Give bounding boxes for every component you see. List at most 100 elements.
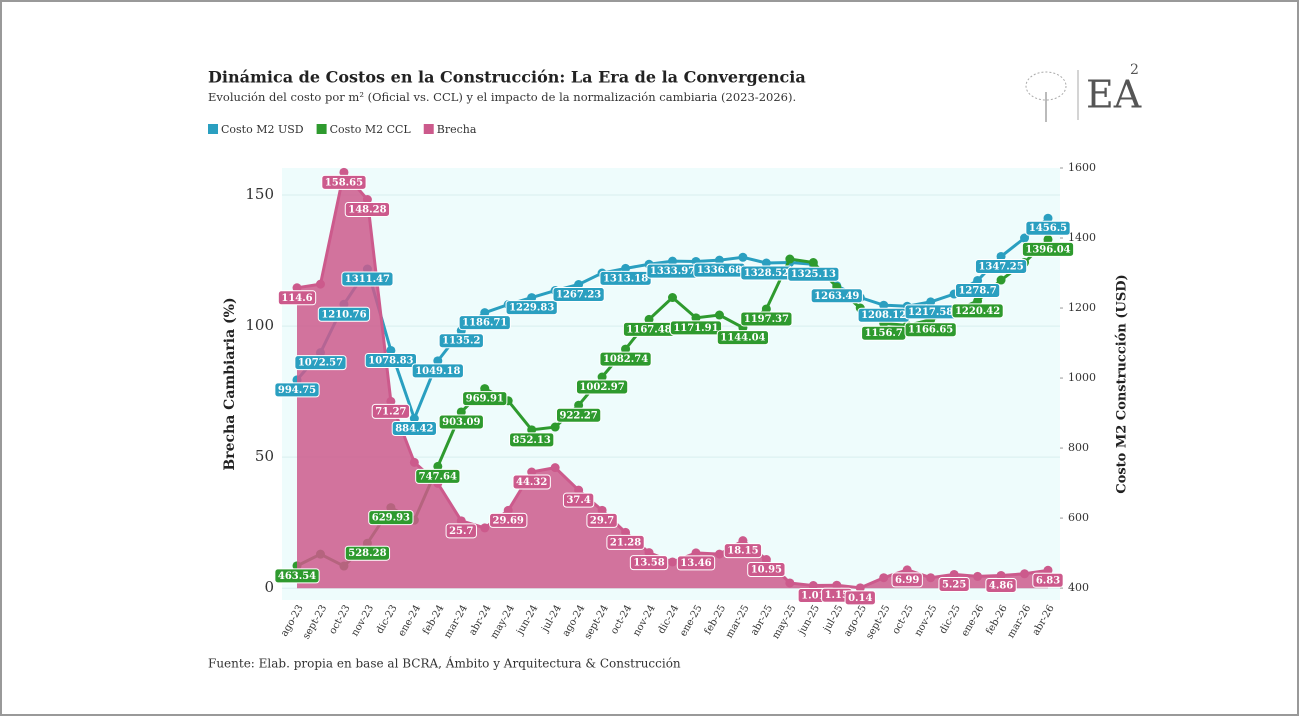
point xyxy=(832,580,842,590)
point xyxy=(926,573,936,583)
value-label: 1220.42 xyxy=(955,306,1000,317)
point xyxy=(292,283,302,293)
value-label: 1156.7 xyxy=(865,328,903,339)
point xyxy=(574,279,584,289)
point xyxy=(409,457,419,467)
logo-sup: 2 xyxy=(1130,62,1139,78)
value-label: 1396.04 xyxy=(1025,244,1070,255)
y-axis-title: Brecha Cambiaria (%) xyxy=(222,297,238,470)
value-label: 71.27 xyxy=(375,406,406,417)
value-label-bg xyxy=(716,330,770,346)
value-label-bg xyxy=(415,468,461,484)
value-label: 1267.23 xyxy=(556,289,601,300)
value-label-bg xyxy=(462,391,508,407)
legend-swatch xyxy=(316,124,327,134)
value-label-bg xyxy=(294,355,347,371)
point xyxy=(808,258,818,268)
value-label: 1217.58 xyxy=(908,307,953,318)
point xyxy=(996,275,1006,285)
point xyxy=(785,578,795,588)
point xyxy=(973,296,983,306)
point xyxy=(761,304,771,314)
value-label: 6.83 xyxy=(1036,575,1060,586)
point xyxy=(339,167,349,177)
point xyxy=(855,583,865,593)
point xyxy=(902,565,912,575)
value-label: 1082.74 xyxy=(603,354,648,365)
value-label: 29.69 xyxy=(493,515,524,526)
value-label: 0.14 xyxy=(848,593,872,604)
value-label-bg xyxy=(810,288,863,304)
point xyxy=(574,400,584,410)
point xyxy=(761,555,771,564)
value-label: 969.91 xyxy=(466,394,504,405)
value-label: 114.6 xyxy=(281,293,312,304)
value-label: 1229.83 xyxy=(509,303,554,314)
value-label-bg xyxy=(1021,241,1075,257)
point xyxy=(1020,233,1030,243)
legend-swatch xyxy=(423,124,434,134)
value-label-bg xyxy=(411,363,464,379)
y2-tick-label: 1000 xyxy=(1068,371,1096,384)
point xyxy=(996,570,1006,580)
point xyxy=(315,279,325,289)
value-label-bg xyxy=(371,403,411,419)
y-tick-label: 50 xyxy=(255,447,274,465)
value-label: 1278.7 xyxy=(958,285,996,296)
y-tick-label: 100 xyxy=(245,316,274,334)
point xyxy=(785,254,795,264)
point xyxy=(644,548,654,558)
y-tick-label: 150 xyxy=(245,185,274,203)
point xyxy=(668,256,677,266)
value-label: 1167.48 xyxy=(626,324,671,335)
value-label-bg xyxy=(458,315,511,331)
value-label: 903.09 xyxy=(442,417,480,428)
chart-title: Dinámica de Costos en la Construcción: L… xyxy=(208,68,806,87)
value-label-bg xyxy=(344,202,391,218)
point xyxy=(456,516,466,526)
value-label: 1210.76 xyxy=(321,309,366,320)
value-label: 747.64 xyxy=(419,471,457,482)
value-label-bg xyxy=(505,300,558,316)
point xyxy=(527,293,537,303)
legend-label: Costo M2 CCL xyxy=(330,123,412,136)
value-label-bg xyxy=(723,543,763,559)
point xyxy=(433,461,443,471)
value-label: 1166.65 xyxy=(908,325,953,336)
value-label-bg xyxy=(904,322,957,338)
point xyxy=(879,573,889,583)
point xyxy=(1043,213,1053,223)
value-label: 1072.57 xyxy=(298,358,343,369)
value-label: 25.7 xyxy=(449,526,473,537)
point xyxy=(386,345,396,355)
value-label: 44.32 xyxy=(516,477,547,488)
value-label: 1328.52 xyxy=(744,268,789,279)
value-label: 1311.47 xyxy=(345,274,390,285)
value-label: 5.25 xyxy=(942,579,966,590)
value-label: 852.13 xyxy=(513,435,551,446)
value-label: 1456.5 xyxy=(1029,223,1067,234)
value-label-bg xyxy=(552,286,605,302)
legend-swatch xyxy=(208,124,218,134)
value-label: 1333.97 xyxy=(650,266,695,277)
value-label: 13.46 xyxy=(680,558,711,569)
value-label: 1325.13 xyxy=(791,269,836,280)
value-label-bg xyxy=(891,572,923,588)
value-label-bg xyxy=(669,320,723,336)
value-label-bg xyxy=(509,432,555,448)
point xyxy=(808,581,818,591)
point xyxy=(550,422,560,432)
point xyxy=(949,569,959,579)
value-label: 1144.04 xyxy=(720,333,765,344)
point xyxy=(879,300,889,310)
value-label-bg xyxy=(1032,572,1064,588)
point xyxy=(1020,569,1030,579)
value-label: 1.15 xyxy=(825,590,849,601)
value-label-bg xyxy=(555,407,602,423)
value-label: 148.28 xyxy=(348,205,386,216)
value-label: 1263.49 xyxy=(814,291,859,302)
point xyxy=(386,396,396,406)
point xyxy=(996,251,1006,261)
value-label-bg xyxy=(438,333,484,349)
point xyxy=(574,485,584,495)
